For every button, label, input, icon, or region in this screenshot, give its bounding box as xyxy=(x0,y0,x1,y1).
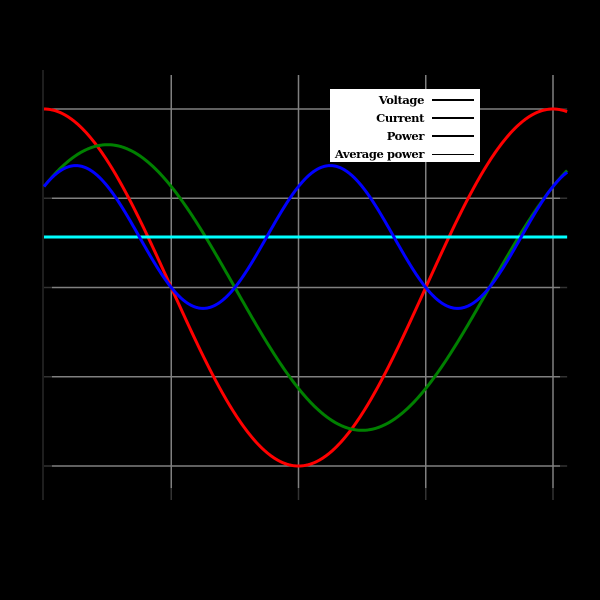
legend-item-current: Current xyxy=(330,109,480,127)
legend-line-icon xyxy=(432,135,474,137)
legend-line-icon xyxy=(432,153,474,155)
legend-label: Average power xyxy=(334,147,425,161)
axes xyxy=(42,70,568,500)
power-line xyxy=(42,164,569,310)
voltage-line xyxy=(43,107,568,468)
data-series xyxy=(42,107,569,468)
legend-line-icon xyxy=(432,99,474,101)
legend: Voltage Current Power Average power xyxy=(330,89,480,162)
legend-item-voltage: Voltage xyxy=(330,91,480,109)
legend-label: Current xyxy=(376,111,424,125)
legend-item-power: Power xyxy=(330,127,480,145)
legend-label: Voltage xyxy=(378,93,425,107)
current-line xyxy=(42,143,569,432)
gridlines xyxy=(52,75,560,488)
legend-item-average-power: Average power xyxy=(330,145,480,163)
legend-line-icon xyxy=(432,117,474,119)
legend-label: Power xyxy=(386,129,425,143)
